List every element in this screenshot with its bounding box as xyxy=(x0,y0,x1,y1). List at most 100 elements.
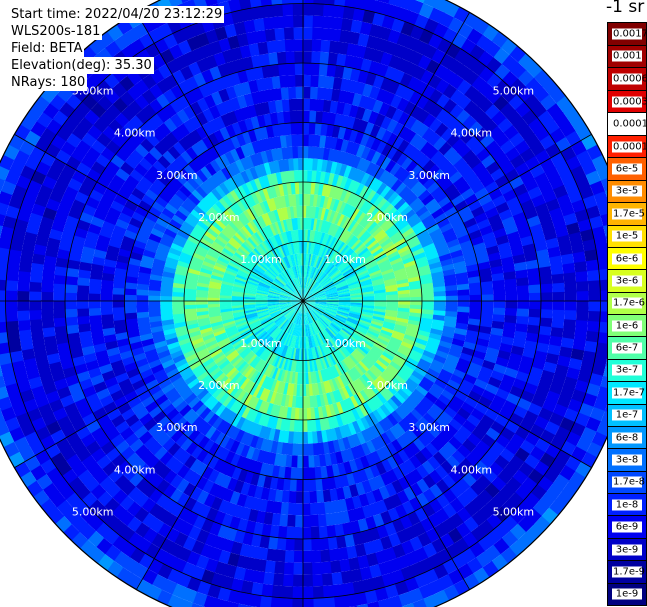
ppi-cell xyxy=(142,527,158,544)
ppi-cell xyxy=(465,263,479,273)
ppi-cell xyxy=(336,283,348,289)
ppi-cell xyxy=(421,376,435,389)
ppi-cell xyxy=(364,259,377,268)
ppi-cell xyxy=(349,288,362,293)
ppi-cell xyxy=(314,243,320,256)
ppi-cell xyxy=(350,446,360,460)
ppi-cell xyxy=(414,337,428,347)
ppi-cell xyxy=(172,446,186,461)
ppi-cell xyxy=(274,549,286,563)
ppi-cell xyxy=(53,308,66,319)
ppi-cell xyxy=(306,241,310,254)
ppi-cell xyxy=(320,39,332,53)
ppi-cell xyxy=(88,307,102,316)
ppi-cell xyxy=(369,269,382,277)
ppi-cell xyxy=(368,110,380,125)
ppi-cell xyxy=(331,583,345,597)
ppi-cell xyxy=(266,415,275,429)
ppi-cell xyxy=(226,477,238,492)
ppi-cell xyxy=(105,482,122,498)
ppi-cell xyxy=(291,586,303,599)
ppi-cell xyxy=(312,158,319,171)
ppi-cell xyxy=(344,0,358,9)
ppi-cell xyxy=(431,207,445,220)
ppi-cell xyxy=(298,408,303,420)
ppi-cell xyxy=(436,345,451,355)
ppi-cell xyxy=(411,598,427,607)
ppi-cell xyxy=(277,465,286,479)
ppi-cell xyxy=(314,122,323,136)
ppi-cell xyxy=(441,503,457,519)
ppi-cell xyxy=(312,322,319,334)
ppi-cell xyxy=(365,204,377,217)
ppi-cell xyxy=(442,441,458,456)
ppi-cell xyxy=(296,324,300,337)
ppi-cell xyxy=(292,562,303,575)
ppi-cell xyxy=(314,255,320,268)
ppi-cell xyxy=(349,335,361,346)
ppi-cell xyxy=(364,122,376,136)
ppi-cell xyxy=(322,280,333,288)
ppi-cell xyxy=(302,396,307,409)
ppi-cell xyxy=(182,468,196,483)
ppi-cell xyxy=(382,221,395,233)
ppi-cell xyxy=(361,288,374,293)
ppi-cell xyxy=(316,271,325,282)
ppi-cell xyxy=(393,267,407,276)
ppi-cell xyxy=(214,403,227,417)
ppi-cell xyxy=(415,478,430,494)
ppi-cell xyxy=(320,276,330,286)
ppi-cell xyxy=(279,454,287,467)
ppi-cell xyxy=(406,412,419,426)
ppi-cell xyxy=(344,218,354,231)
ppi-cell xyxy=(330,28,343,42)
ppi-cell xyxy=(322,261,332,273)
ppi-cell xyxy=(332,402,340,416)
ppi-cell xyxy=(366,369,378,381)
ppi-cell xyxy=(266,365,274,378)
ppi-cell xyxy=(307,311,313,324)
ppi-cell xyxy=(411,370,425,382)
ppi-cell xyxy=(393,354,407,365)
ppi-cell xyxy=(385,383,398,396)
ppi-cell xyxy=(528,292,542,302)
ppi-cell xyxy=(476,112,493,129)
ppi-cell xyxy=(317,257,325,269)
ppi-cell xyxy=(307,336,312,349)
ppi-cell xyxy=(414,168,428,182)
ppi-cell xyxy=(403,101,417,116)
ppi-cell xyxy=(332,239,342,251)
ppi-cell xyxy=(304,324,307,337)
ppi-cell xyxy=(492,194,507,208)
ppi-cell xyxy=(303,292,312,301)
ppi-cell xyxy=(495,201,510,215)
ppi-cell xyxy=(416,94,430,110)
ppi-cell xyxy=(491,272,505,282)
ppi-cell xyxy=(314,303,327,308)
ppi-cell xyxy=(428,483,443,499)
ppi-cell xyxy=(314,304,326,310)
ppi-cell xyxy=(352,261,364,270)
ppi-cell xyxy=(293,311,299,324)
ppi-cell xyxy=(331,173,340,187)
ppi-cell xyxy=(359,455,370,469)
ppi-cell xyxy=(344,249,355,260)
ppi-cell xyxy=(297,324,301,337)
ppi-cell xyxy=(421,305,434,311)
ppi-cell xyxy=(374,301,387,305)
ppi-cell xyxy=(373,362,386,373)
ppi-cell xyxy=(303,110,311,123)
ppi-cell xyxy=(313,466,322,480)
ppi-cell xyxy=(420,141,434,156)
ppi-cell xyxy=(431,359,445,370)
ppi-cell xyxy=(148,305,161,312)
ppi-cell xyxy=(313,454,321,468)
ppi-cell xyxy=(314,301,327,304)
ppi-cell xyxy=(260,523,272,537)
ppi-cell xyxy=(322,313,334,322)
ppi-cell xyxy=(326,294,339,298)
ppi-cell xyxy=(439,428,454,443)
ppi-cell xyxy=(233,479,245,494)
ppi-cell xyxy=(377,561,392,576)
ppi-cell xyxy=(312,307,323,316)
